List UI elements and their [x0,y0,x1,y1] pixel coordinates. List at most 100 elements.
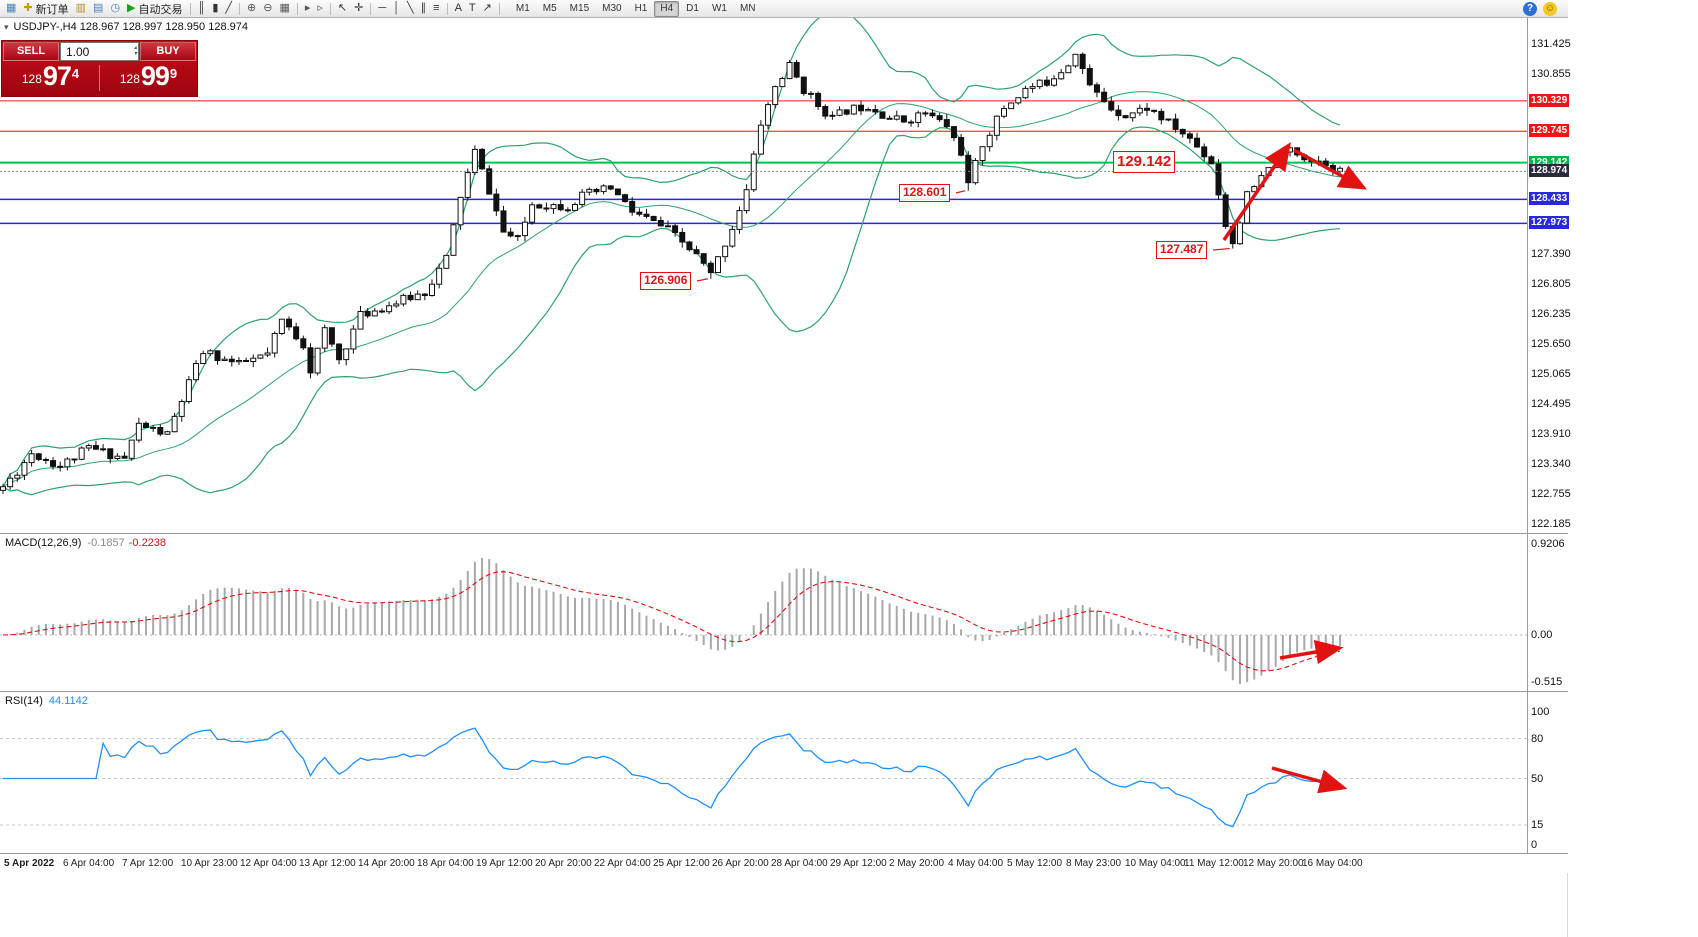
bar-chart-button[interactable]: ║ [195,1,209,17]
zoom-in-button[interactable]: ⊕ [244,1,259,17]
price-callout[interactable]: 129.142 [1113,151,1176,173]
tile-windows-button[interactable]: ▦ [276,1,292,17]
timeframe-button-m15[interactable]: M15 [569,2,590,14]
horizontal-line-tool-button[interactable]: ─ [375,1,389,17]
macd-indicator-panel[interactable]: MACD(12,26,9) -0.1857 -0.2238 0.9206 0.00 -0… [0,533,1568,691]
collapse-trade-panel-icon[interactable]: ▾ [4,21,9,32]
auto-trading-button[interactable]: ▶ 自动交易 [124,1,185,17]
time-axis-label: 29 Apr 12:00 [830,858,887,869]
price-chart-panel[interactable]: 131.425 130.855 127.390 126.805 126.235 125.6… [0,18,1571,533]
zoom-out-button[interactable]: ⊖ [260,1,275,17]
fibonacci-tool-icon: ≡ [433,2,440,14]
data-window-button[interactable]: ▤ [90,1,106,17]
macd-axis[interactable]: 0.9206 0.00 -0.515 [1529,534,1568,691]
timeframe-button-d1[interactable]: D1 [686,2,699,14]
data-window-icon: ▤ [93,2,104,14]
rsi-annotation-arrow[interactable] [1271,766,1348,794]
macd-signal-line [2,571,1341,672]
rsi-chart[interactable] [0,692,1568,853]
line-chart-icon: ╱ [225,2,232,14]
text-label-tool-button[interactable]: T [466,1,479,17]
sell-price[interactable]: 128 97 4 [2,63,99,91]
fibonacci-tool-button[interactable]: ≡ [430,1,442,17]
chart-profiles-button[interactable]: ▥ [73,1,89,17]
vertical-line-tool-button[interactable]: │ [390,1,403,17]
text-tool-button[interactable]: A [452,1,465,17]
price-axis-tag: 130.329 [1529,94,1570,107]
time-axis-label: 12 May 20:00 [1243,858,1304,869]
time-axis[interactable]: 5 Apr 2022 6 Apr 04:00 7 Apr 12:00 10 Apr 2… [0,853,1568,873]
auto-scroll-button[interactable]: ▸ [302,1,314,17]
timeframe-button-m30[interactable]: M30 [602,2,622,14]
terminal-window-icon-button[interactable]: ▦ [3,1,19,17]
toolbar-separator [370,2,372,15]
trendline-tool-button[interactable]: ╲ [404,1,417,17]
rsi-axis[interactable]: 100 80 50 15 0 [1529,692,1568,853]
price-callout[interactable]: 127.487 [1156,241,1208,259]
time-axis-label: 20 Apr 20:00 [535,858,592,869]
rsi-axis-label: 0 [1531,839,1538,851]
buy-price[interactable]: 128 99 9 [100,63,197,91]
terminal-window-icon-icon: ▦ [6,2,17,14]
macd-label: MACD(12,26,9) [5,537,82,549]
toolbar-separator [189,2,191,15]
new-order-button[interactable]: ✚ 新订单 [20,1,71,17]
new-order-icon: ✚ [23,2,33,14]
timeframe-button-m5[interactable]: M5 [542,2,557,14]
timeframe-button-h4[interactable]: H4 [654,0,680,17]
trend-arrow-down[interactable] [1293,148,1368,190]
candlestick-chart-button[interactable]: ▮ [209,1,221,17]
rsi-axis-label: 50 [1531,773,1544,785]
macd-annotation-arrow[interactable] [1279,639,1344,665]
channel-tool-button[interactable]: ∥ [418,1,430,17]
price-axis-tag: 127.973 [1529,216,1570,229]
buy-button[interactable]: BUY [140,42,196,61]
rsi-indicator-panel[interactable]: RSI(14) 44.1142 100 80 50 15 0 [0,691,1568,853]
rsi-line [3,727,1341,828]
chart-shift-button[interactable]: ▹ [314,1,326,17]
candlestick-chart-icon: ▮ [212,2,219,14]
time-axis-label: 5 Apr 2022 [4,858,55,869]
price-divider [99,65,100,91]
callout-leader-line [1212,247,1230,251]
line-chart-button[interactable]: ╱ [222,1,235,17]
smiley-icon[interactable]: ☺ [1543,1,1557,16]
volume-spinner[interactable]: ▴ ▾ [134,43,137,60]
cursor-tool-icon: ↖ [337,2,348,14]
price-axis-label: 123.910 [1531,428,1571,440]
ohlc-info: USDJPY-,H4 128.967 128.997 128.950 128.9… [13,21,248,33]
timeframe-button-mn[interactable]: MN [739,2,756,14]
rsi-axis-label: 80 [1531,733,1544,745]
time-axis-label: 13 Apr 12:00 [299,858,356,869]
bollinger-middle-band [2,91,1341,488]
volume-input[interactable] [61,43,138,61]
price-axis-tag: 129.745 [1529,124,1570,137]
trend-arrow-up[interactable] [1222,142,1291,241]
sell-button[interactable]: SELL [3,42,59,61]
price-axis-label: 126.235 [1531,308,1571,320]
toolbar-separator [239,2,240,15]
price-callout[interactable]: 128.601 [899,184,951,202]
rsi-axis-label: 100 [1531,706,1550,718]
spin-up-icon[interactable]: ▴ [133,45,137,52]
history-center-button[interactable]: ◷ [107,1,123,17]
help-icon[interactable]: ? [1523,1,1537,16]
price-chart[interactable] [0,18,1568,533]
price-axis[interactable]: 131.425 130.855 127.390 126.805 126.235 125.6… [1529,18,1571,533]
callout-leader-line [955,190,966,194]
crosshair-tool-button[interactable]: ✛ [351,1,366,17]
spin-down-icon[interactable]: ▾ [133,50,137,57]
bollinger-upper-band [2,18,1341,487]
cursor-tool-button[interactable]: ↖ [335,1,350,17]
chart-shift-icon: ▹ [317,2,323,14]
new-order-button-label: 新订单 [35,3,69,16]
timeframe-button-m1[interactable]: M1 [515,2,530,14]
price-callout[interactable]: 126.906 [640,272,692,290]
timeframe-button-w1[interactable]: W1 [711,2,727,14]
timeframe-button-h1[interactable]: H1 [634,2,648,14]
price-axis-label: 124.495 [1531,398,1571,410]
price-axis-label: 127.390 [1531,248,1571,260]
macd-chart[interactable] [0,534,1568,691]
arrows-tool-button[interactable]: ↗ [480,1,495,17]
